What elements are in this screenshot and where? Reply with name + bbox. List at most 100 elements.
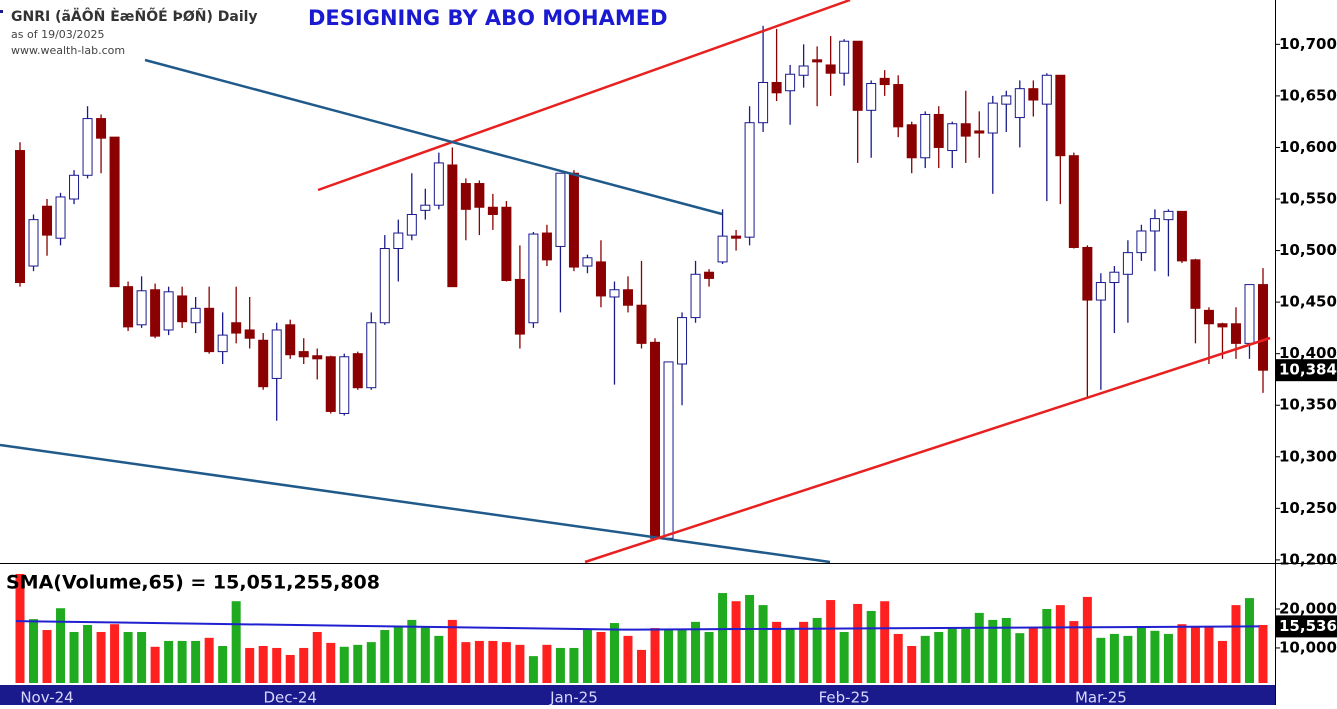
volume-bar (123, 631, 133, 683)
candle-body (366, 322, 377, 389)
volume-bar (920, 635, 930, 683)
volume-bar (204, 637, 214, 683)
volume-bar (29, 619, 39, 683)
candle-body (852, 40, 863, 111)
candle-body (677, 317, 688, 365)
volume-bar (664, 630, 674, 683)
candle-body (663, 361, 674, 539)
candle-body (825, 64, 836, 74)
volume-bar (596, 631, 606, 683)
candle-body (636, 304, 647, 344)
sma-line (15, 620, 1260, 631)
candle-body (1122, 252, 1133, 275)
candle-body (1095, 282, 1106, 301)
candle-body (1109, 271, 1120, 284)
volume-bar (1244, 598, 1254, 683)
volume-bar (312, 631, 322, 683)
volume-bar (137, 631, 147, 683)
candle-body (312, 355, 323, 360)
candle-body (433, 162, 444, 206)
volume-bar (988, 619, 998, 683)
candle-body (1163, 210, 1174, 221)
candle-body (974, 130, 985, 134)
volume-bar (150, 646, 160, 683)
candle-body (339, 356, 350, 414)
volume-bar (772, 621, 782, 683)
candle-body (812, 59, 823, 63)
candle-body (163, 291, 174, 331)
y-tick-label: 10,250 (1279, 499, 1337, 517)
volume-bar (1231, 605, 1241, 683)
volume-bar (691, 621, 701, 683)
volume-bar (299, 647, 309, 683)
candle-body (501, 206, 512, 281)
volume-bar (866, 610, 876, 683)
volume-bar (785, 628, 795, 683)
volume-bar (488, 640, 498, 683)
candle-body (1230, 323, 1241, 344)
candle-body (785, 73, 796, 92)
volume-bar (799, 621, 809, 683)
candle-body (406, 213, 417, 236)
volume-bar (1042, 609, 1052, 683)
y-tick-label: 10,500 (1279, 241, 1337, 259)
volume-bar (528, 656, 538, 683)
candle-body (906, 124, 917, 159)
candle-body (460, 183, 471, 210)
volume-bar (1082, 596, 1092, 683)
volume-bar (718, 593, 728, 683)
volume-bar (569, 647, 579, 683)
annotation: DESIGNING BY ABO MOHAMED (308, 6, 668, 30)
candle-body (420, 204, 431, 211)
volume-bar (839, 631, 849, 683)
volume-bar (853, 603, 863, 683)
y-tick-label: 20,000 (1279, 600, 1337, 618)
candle-body (1244, 284, 1255, 344)
volume-bar (56, 608, 66, 683)
candle-body (568, 172, 579, 268)
date-axis-bar (0, 685, 1275, 705)
candle-body (379, 248, 390, 324)
candle-body (987, 102, 998, 134)
candle-body (1041, 74, 1052, 105)
y-tick-label: 10,350 (1279, 396, 1337, 414)
volume-bar (1136, 626, 1146, 683)
candle-body (879, 77, 890, 86)
volume-bar (1204, 626, 1214, 683)
volume-bar (555, 647, 565, 683)
candle-body (325, 356, 336, 412)
volume-bar (326, 642, 336, 683)
volume-bar (1028, 628, 1038, 683)
candle-body (1258, 284, 1268, 371)
candle-body (96, 118, 107, 139)
candle-body (866, 83, 877, 111)
candle-body (744, 122, 755, 238)
candle-body (1217, 323, 1228, 328)
candle-body (217, 334, 228, 353)
volume-bar (1217, 640, 1227, 683)
volume-title: SMA(Volume,65) = 15,051,255,808 (6, 572, 380, 594)
candle-body (690, 273, 701, 319)
candle-body (352, 353, 363, 389)
volume-bar (218, 646, 228, 683)
candle-body (555, 172, 566, 247)
volume-bar (96, 631, 106, 683)
volume-bar (880, 601, 890, 683)
volume-bar (110, 624, 120, 683)
candle-body (947, 123, 958, 152)
candle-body (393, 232, 404, 250)
volume-bar (258, 646, 268, 683)
volume-bar (1163, 633, 1173, 683)
volume-bar (1055, 605, 1065, 683)
x-tick-label: Mar-25 (1075, 689, 1127, 706)
candle-body (839, 40, 850, 74)
volume-bar (191, 640, 201, 683)
candle-body (893, 84, 904, 128)
candle-body (487, 206, 498, 215)
labels: GNRI (ãÄÔÑ ÈæÑÕÉ ÞØÑ) Daily as of 19/03/… (0, 6, 1337, 707)
volume-bar (474, 640, 484, 683)
candle-body (582, 257, 593, 267)
candle-body (1068, 155, 1079, 248)
x-tick-label: Jan-25 (549, 689, 598, 706)
